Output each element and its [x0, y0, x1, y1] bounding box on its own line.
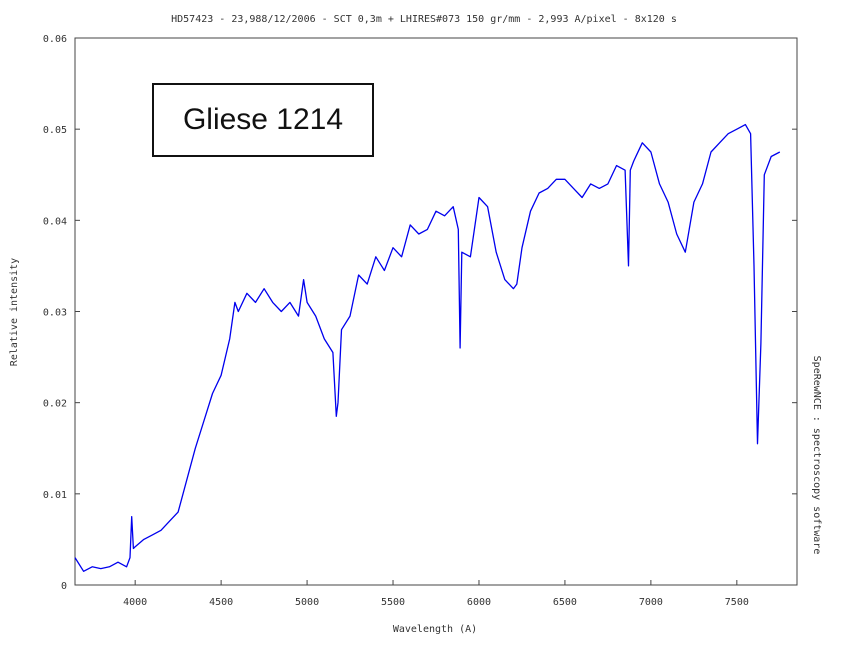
y-tick-label: 0.04 — [43, 216, 67, 227]
y-tick-label: 0.02 — [43, 399, 67, 410]
x-tick-label: 6000 — [467, 597, 491, 608]
software-side-label: SpeRewNCE : spectroscopy software — [811, 356, 822, 555]
x-tick-label: 5000 — [295, 597, 319, 608]
x-tick-label: 7000 — [639, 597, 663, 608]
x-axis-ticks: 4000 4500 5000 5500 6000 6500 7000 7500 — [123, 580, 749, 608]
x-tick-label: 4500 — [209, 597, 233, 608]
y-axis-ticks: 0 0.01 0.02 0.03 0.04 0.05 0.06 — [43, 34, 797, 592]
x-axis-label: Wavelength (A) — [393, 624, 477, 635]
spectrum-series-line — [74, 123, 781, 572]
y-tick-label: 0.01 — [43, 490, 67, 501]
y-tick-label: 0 — [61, 581, 67, 592]
x-tick-label: 5500 — [381, 597, 405, 608]
y-axis-label: Relative intensity — [9, 258, 20, 366]
annotation-box: Gliese 1214 — [152, 83, 374, 157]
annotation-label: Gliese 1214 — [182, 103, 344, 136]
x-tick-label: 6500 — [553, 597, 577, 608]
y-tick-label: 0.05 — [43, 125, 67, 136]
x-tick-label: 7500 — [725, 597, 749, 608]
y-tick-label: 0.06 — [43, 34, 67, 45]
x-tick-label: 4000 — [123, 597, 147, 608]
chart-title: HD57423 - 23,988/12/2006 - SCT 0,3m + LH… — [171, 14, 677, 25]
y-tick-label: 0.03 — [43, 308, 67, 319]
